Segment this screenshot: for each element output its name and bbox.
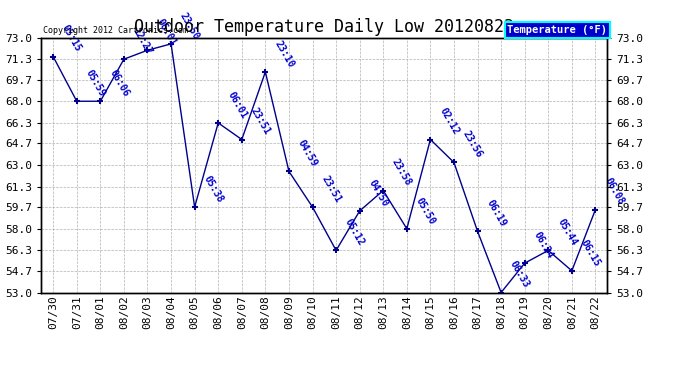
Title: Outdoor Temperature Daily Low 20120823: Outdoor Temperature Daily Low 20120823 [135,18,514,36]
Text: 06:06: 06:06 [107,68,130,99]
Text: 06:19: 06:19 [484,198,508,228]
Text: 23:56: 23:56 [461,129,484,160]
Text: 04:59: 04:59 [296,138,319,169]
Text: 05:44: 05:44 [555,217,578,248]
Text: 05:59: 05:59 [83,68,107,99]
Text: 06:24: 06:24 [531,230,555,260]
Text: 05:15: 05:15 [60,23,83,54]
Text: 23:50: 23:50 [178,10,201,41]
Text: 06:33: 06:33 [508,259,531,290]
Text: 06:01: 06:01 [155,17,178,48]
Text: 05:12: 05:12 [343,217,366,248]
Text: 05:38: 05:38 [201,174,225,204]
Text: 05:50: 05:50 [414,195,437,226]
Text: Copyright 2012 Cartronics.com: Copyright 2012 Cartronics.com [43,26,188,35]
Text: 23:10: 23:10 [273,39,295,69]
Text: 04:50: 04:50 [366,178,390,208]
Text: Temperature (°F): Temperature (°F) [507,25,607,35]
Text: 02:12: 02:12 [437,106,461,137]
Text: 23:51: 23:51 [248,106,272,137]
Text: 06:01: 06:01 [225,90,248,120]
Text: 06:15: 06:15 [579,238,602,268]
Text: 23:51: 23:51 [319,174,343,204]
Text: 23:58: 23:58 [390,157,413,188]
Text: 06:08: 06:08 [602,176,626,207]
Text: 12:27: 12:27 [131,26,154,56]
